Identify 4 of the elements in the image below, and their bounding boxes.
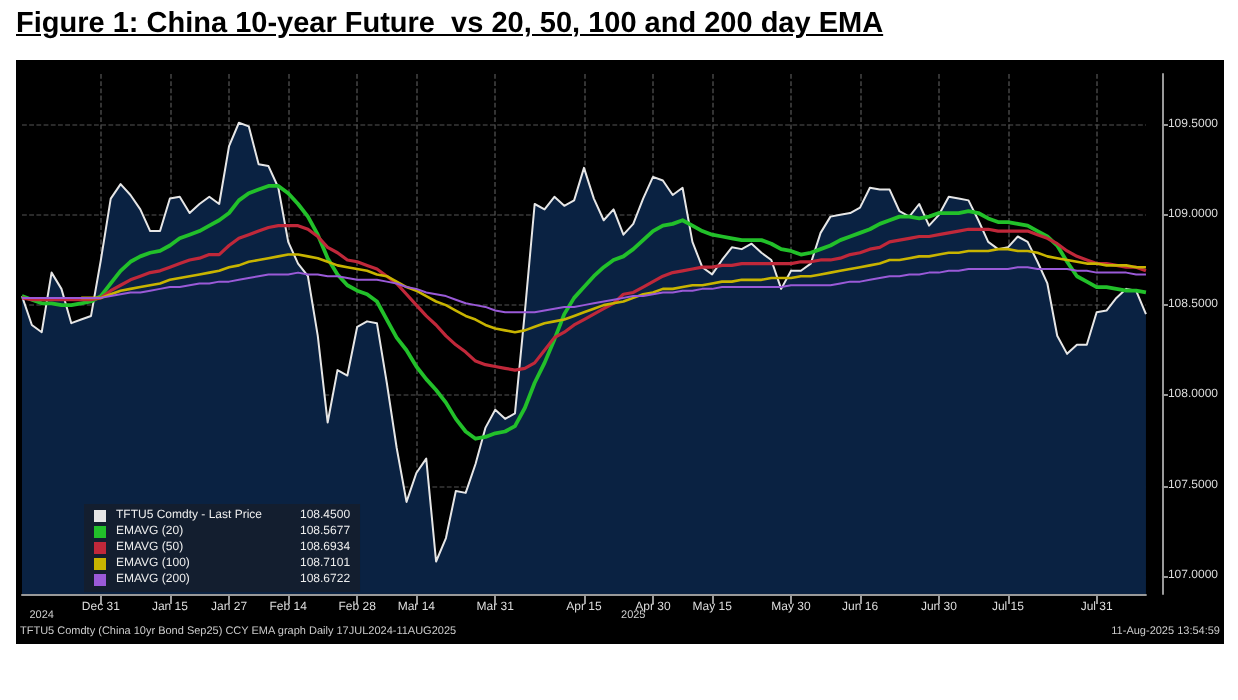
- line-series: [21, 266, 1147, 314]
- chart-title: Figure 1: China 10-year Future vs 20, 50, 100 and 200 day EMA: [16, 8, 884, 40]
- line-series: [20, 184, 1148, 441]
- line-series: [20, 224, 1148, 372]
